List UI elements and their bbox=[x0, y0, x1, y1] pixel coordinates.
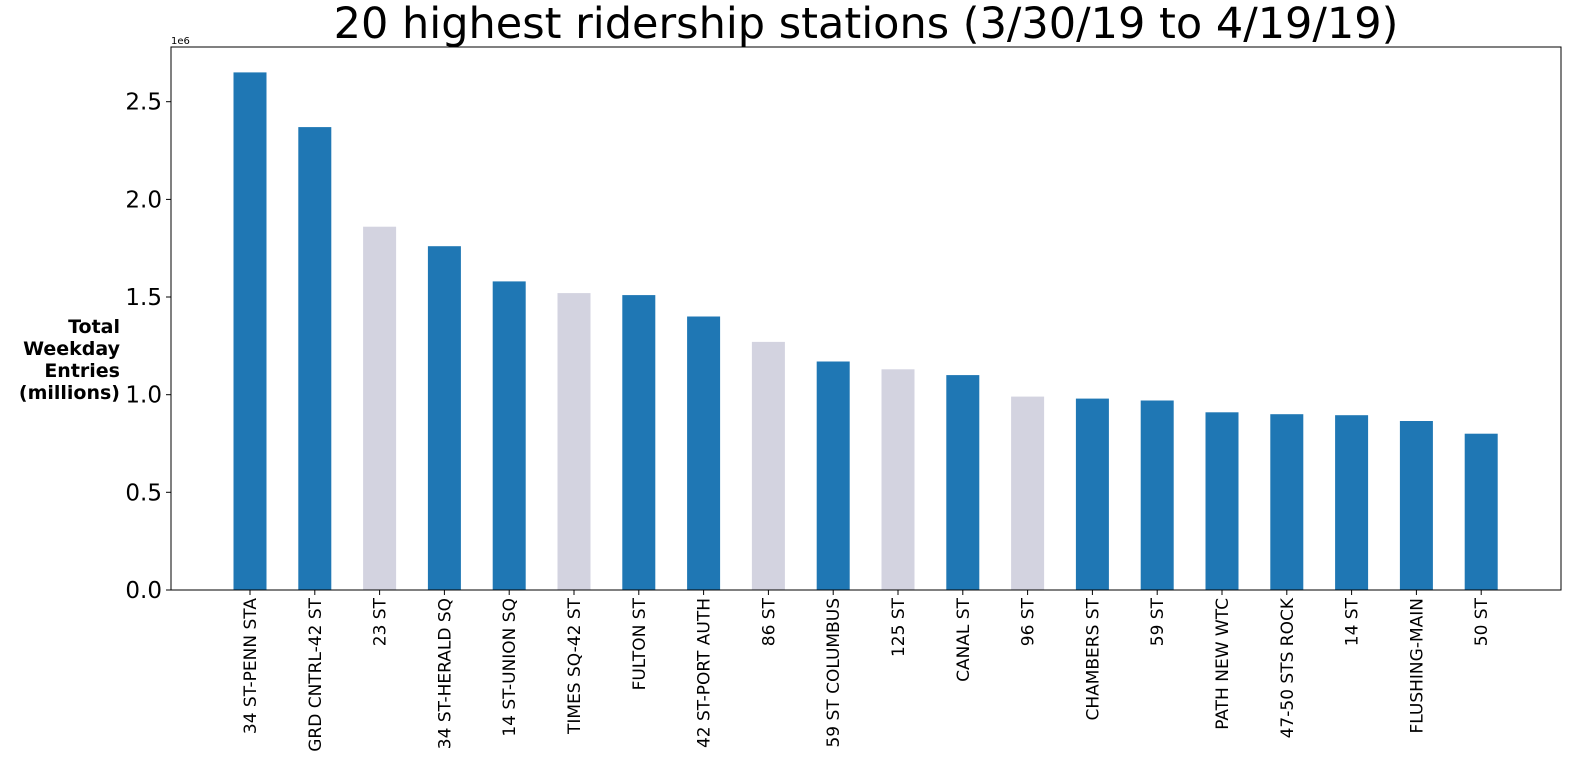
x-tick-label: 59 ST bbox=[1148, 597, 1168, 646]
y-tick-label: 2.0 bbox=[125, 187, 162, 213]
bar bbox=[363, 226, 397, 590]
bar bbox=[492, 281, 526, 590]
x-tick-label: FULTON ST bbox=[630, 597, 650, 690]
bar bbox=[687, 316, 721, 590]
x-tick-label: CHAMBERS ST bbox=[1083, 597, 1103, 720]
x-tick-label: 34 ST-HERALD SQ bbox=[435, 598, 455, 749]
bar bbox=[1399, 421, 1433, 590]
chart-title: 20 highest ridership stations (3/30/19 t… bbox=[334, 0, 1399, 49]
y-axis-ticks: 0.0 0.5 1.0 1.5 2.0 2.5 bbox=[125, 90, 171, 604]
bar bbox=[1335, 415, 1369, 590]
x-tick-label: 14 ST-UNION SQ bbox=[500, 598, 520, 737]
x-axis-ticks: 34 ST-PENN STA GRD CNTRL-42 ST 23 ST 34 ST-… bbox=[241, 590, 1492, 752]
bar bbox=[946, 375, 980, 590]
y-tick-label: 0.0 bbox=[125, 578, 162, 604]
bar bbox=[233, 72, 267, 590]
y-tick-label: 1.0 bbox=[125, 383, 162, 409]
x-tick-label: GRD CNTRL-42 ST bbox=[306, 597, 326, 751]
y-tick-label: 1.5 bbox=[125, 285, 162, 311]
bar bbox=[816, 361, 850, 590]
x-tick-label: 125 ST bbox=[889, 597, 909, 657]
y-axis-label-line: Total bbox=[68, 316, 120, 338]
x-tick-label: PATH NEW WTC bbox=[1213, 598, 1233, 730]
x-tick-label: 42 ST-PORT AUTH bbox=[695, 598, 715, 748]
bar bbox=[1011, 396, 1045, 590]
plot-area-frame bbox=[170, 46, 1562, 591]
y-axis-offset-label: 1e6 bbox=[171, 36, 190, 47]
bar-series bbox=[233, 72, 1498, 590]
bar bbox=[751, 341, 785, 590]
x-tick-label: 86 ST bbox=[759, 597, 779, 646]
y-axis-label-line: Weekday bbox=[23, 338, 121, 360]
y-axis-label: Total Weekday Entries (millions) bbox=[19, 316, 121, 404]
x-tick-label: CANAL ST bbox=[954, 597, 974, 682]
y-axis-label-line: (millions) bbox=[19, 382, 120, 404]
bar bbox=[881, 369, 915, 590]
x-tick-label: TIMES SQ-42 ST bbox=[565, 597, 585, 735]
bar bbox=[622, 295, 656, 590]
x-tick-label: 34 ST-PENN STA bbox=[241, 598, 261, 734]
y-tick-label: 2.5 bbox=[125, 90, 162, 116]
x-tick-label: FLUSHING-MAIN bbox=[1407, 598, 1427, 734]
bar bbox=[427, 246, 461, 590]
bar bbox=[1075, 398, 1109, 590]
bar bbox=[557, 293, 591, 590]
y-tick-label: 0.5 bbox=[125, 480, 162, 506]
bar bbox=[1270, 414, 1304, 590]
x-tick-label: 59 ST COLUMBUS bbox=[824, 598, 844, 748]
bar bbox=[1140, 400, 1174, 590]
y-axis-label-line: Entries bbox=[44, 360, 120, 382]
x-tick-label: 47-50 STS ROCK bbox=[1278, 597, 1298, 738]
x-tick-label: 14 ST bbox=[1343, 597, 1363, 646]
x-tick-label: 50 ST bbox=[1472, 597, 1492, 646]
x-tick-label: 96 ST bbox=[1019, 597, 1039, 646]
x-tick-label: 23 ST bbox=[371, 597, 391, 646]
bar bbox=[1205, 412, 1239, 590]
bar bbox=[298, 127, 332, 590]
bar bbox=[1464, 433, 1498, 590]
